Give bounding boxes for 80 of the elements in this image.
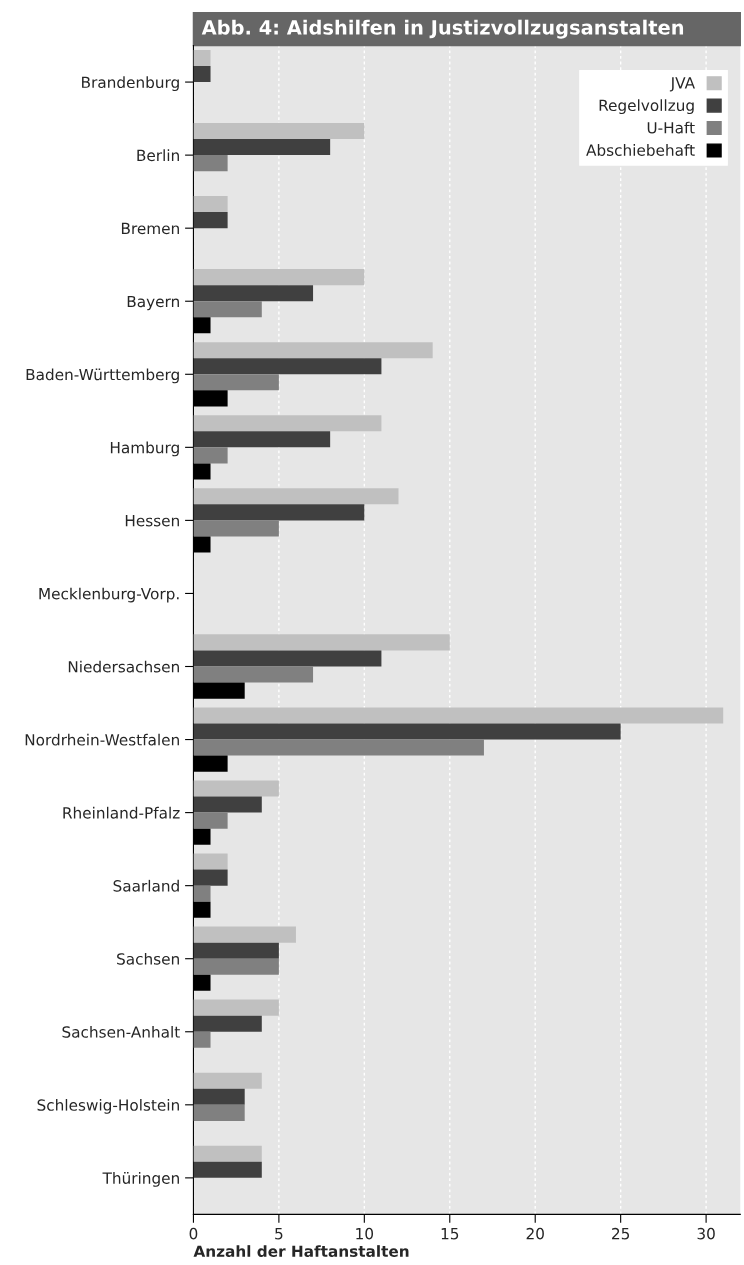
legend-label: Abschiebehaft [586, 144, 695, 156]
bar [193, 196, 228, 213]
bar [193, 885, 211, 902]
bar [193, 755, 228, 772]
bar [193, 666, 314, 683]
bar [193, 447, 228, 464]
bar [193, 634, 450, 651]
bar [193, 901, 211, 918]
bar [193, 155, 228, 172]
bar [193, 536, 211, 553]
x-tick-label: 25 [612, 1227, 630, 1240]
bar [193, 463, 211, 480]
bar [193, 269, 365, 286]
y-tick-label: Hessen [125, 515, 179, 527]
bar [193, 1088, 245, 1105]
y-tick-label: Schleswig-Holstein [37, 1099, 179, 1114]
bar [193, 999, 279, 1016]
bar [193, 812, 228, 829]
y-tick-label: Mecklenburg-Vorp. [39, 587, 179, 603]
bar [193, 212, 228, 229]
bar [193, 390, 228, 407]
bar [193, 285, 314, 302]
bar [193, 780, 279, 797]
chart-title: Abb. 4: Aidshilfen in Justizvollzugsanstalten [201, 19, 684, 39]
x-tick-label: 5 [275, 1228, 283, 1240]
bar [193, 1145, 262, 1162]
bar [193, 682, 245, 699]
y-tick-label: Sachsen-Anhalt [62, 1025, 180, 1038]
bar [193, 520, 279, 537]
bar [193, 342, 433, 359]
y-tick-label: Hamburg [110, 441, 179, 457]
bar [193, 1015, 262, 1032]
bar [193, 66, 211, 83]
bar [193, 723, 621, 740]
bar [193, 504, 365, 521]
bar [193, 828, 211, 845]
bar [193, 1161, 262, 1178]
x-tick-label: 0 [189, 1227, 198, 1240]
x-tick-label: 15 [441, 1228, 459, 1240]
bar [193, 869, 228, 886]
bar [193, 958, 279, 975]
bar [193, 942, 279, 959]
bar [193, 488, 399, 505]
legend-label: JVA [669, 77, 695, 92]
y-tick-label: Nordrhein-Westfalen [25, 733, 179, 746]
legend-label: U-Haft [647, 121, 695, 134]
bar [193, 301, 262, 318]
bar [193, 926, 296, 943]
y-tick-label: Niedersachsen [68, 660, 179, 673]
bar [193, 796, 262, 813]
bar [193, 415, 382, 432]
y-tick-label: Rheinland-Pfalz [63, 806, 180, 819]
x-axis-title: Anzahl der Haftanstalten [193, 1245, 409, 1257]
bar [193, 431, 331, 448]
bar [193, 374, 279, 391]
bar [193, 650, 382, 667]
x-tick-label: 30 [697, 1227, 715, 1240]
y-tick-label: Berlin [137, 149, 179, 162]
y-tick-label: Sachsen [117, 952, 179, 965]
bar [193, 739, 484, 756]
y-tick-label: Thüringen [102, 1172, 179, 1187]
bar [193, 317, 211, 334]
y-tick-label: Baden-Württemberg [26, 368, 179, 384]
bar [193, 707, 724, 724]
bar [193, 1104, 245, 1121]
bar [193, 1072, 262, 1089]
legend-label: Regelvollzug [599, 99, 694, 115]
bar [193, 49, 211, 66]
bar [193, 1031, 211, 1048]
bar [193, 853, 228, 870]
y-tick-label: Bayern [127, 295, 179, 311]
x-tick-label: 10 [356, 1227, 374, 1240]
bar [193, 358, 382, 375]
x-tick-label: 20 [526, 1227, 544, 1240]
y-tick-label: Saarland [113, 879, 179, 892]
bar [193, 122, 365, 140]
bar [193, 974, 211, 991]
bar [193, 139, 331, 156]
y-tick-label: Bremen [121, 222, 179, 235]
y-tick-label: Brandenburg [82, 76, 179, 92]
